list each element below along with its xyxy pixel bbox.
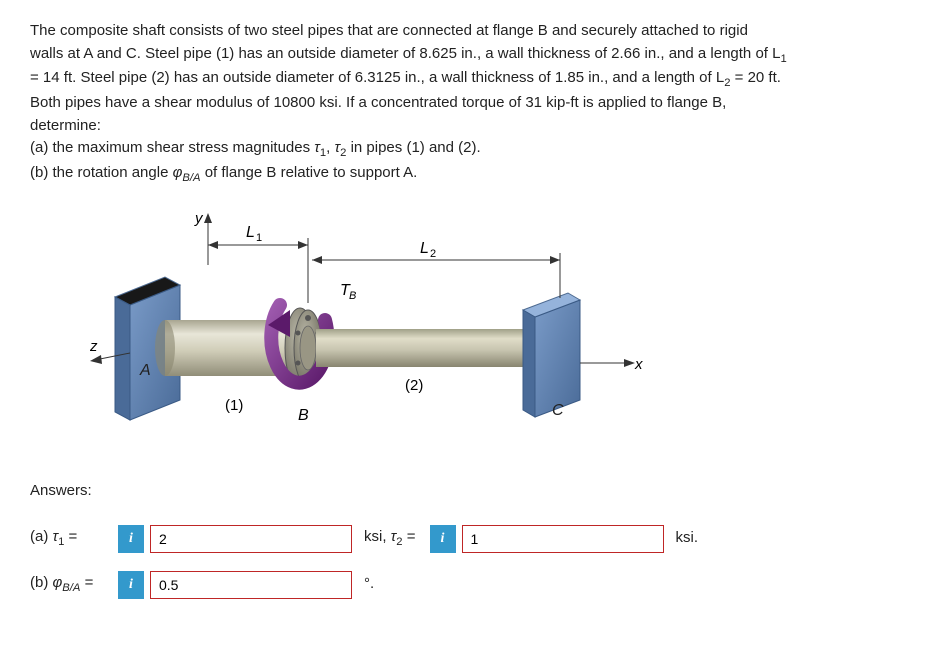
unit-mid: ksi, τ2 =	[364, 526, 416, 551]
answer-a-label: (a) τ1 =	[30, 526, 112, 551]
unit-mid-pre: ksi,	[364, 528, 391, 545]
problem-line-6-pre: (a) the maximum shear stress magnitudes	[30, 139, 314, 156]
phi-input[interactable]	[150, 571, 352, 599]
comma: ,	[326, 139, 334, 156]
phi-sub: B/A	[182, 172, 200, 184]
unit-end: ksi.	[676, 527, 699, 550]
axis-y-label: y	[194, 210, 204, 227]
problem-line-7-pre: (b) the rotation angle	[30, 164, 173, 181]
answers-heading: Answers:	[30, 480, 898, 503]
wall-c	[523, 293, 580, 417]
answer-b-sub: B/A	[62, 582, 80, 594]
answer-b-pre: (b)	[30, 574, 53, 591]
tau1-input[interactable]	[150, 525, 352, 553]
problem-line-7: (b) the rotation angle φB/A of flange B …	[30, 162, 898, 187]
problem-line-2-text: walls at A and C. Steel pipe (1) has an …	[30, 45, 780, 62]
dim-L2: L	[420, 240, 429, 257]
dim-L2-sub: 2	[430, 248, 436, 260]
info-icon[interactable]: i	[118, 525, 144, 553]
problem-statement: The composite shaft consists of two stee…	[30, 20, 898, 187]
answer-b-phi: φ	[53, 574, 63, 591]
problem-line-6: (a) the maximum shear stress magnitudes …	[30, 137, 898, 162]
label-A: A	[139, 362, 151, 379]
label-C: C	[552, 402, 564, 419]
problem-line-3: = 14 ft. Steel pipe (2) has an outside d…	[30, 67, 898, 92]
problem-line-1: The composite shaft consists of two stee…	[30, 20, 898, 43]
axis-x-label: x	[634, 356, 643, 373]
label-TB-sub: B	[349, 290, 356, 302]
problem-line-6-post: in pipes (1) and (2).	[346, 139, 480, 156]
answer-b-label: (b) φB/A =	[30, 572, 112, 597]
unit-mid-eq: =	[403, 528, 416, 545]
answer-row-b: (b) φB/A = i °.	[30, 571, 898, 599]
info-icon[interactable]: i	[118, 571, 144, 599]
label-B: B	[298, 407, 309, 424]
problem-line-5: determine:	[30, 115, 898, 138]
unit-deg: °.	[364, 573, 374, 596]
dim-L1-sub: 1	[256, 232, 262, 244]
problem-line-3-text: = 14 ft. Steel pipe (2) has an outside d…	[30, 69, 724, 86]
phi: φ	[173, 164, 183, 181]
problem-line-3-post: = 20 ft.	[730, 69, 780, 86]
pipe-2	[316, 329, 553, 367]
dim-L1: L	[246, 224, 255, 241]
axis-z-label: z	[90, 338, 98, 355]
problem-line-7-post: of flange B relative to support A.	[201, 164, 418, 181]
answer-row-a: (a) τ1 = i ksi, τ2 = i ksi.	[30, 525, 898, 553]
label-pipe2: (2)	[405, 377, 423, 394]
label-pipe1: (1)	[225, 397, 243, 414]
sub-L1: 1	[780, 53, 786, 65]
shaft-diagram: y z x L 1 L 2 T B A (1) B (2) C	[90, 205, 650, 450]
problem-line-2: walls at A and C. Steel pipe (1) has an …	[30, 43, 898, 68]
problem-line-4: Both pipes have a shear modulus of 10800…	[30, 92, 898, 115]
answer-a-eq: =	[64, 528, 77, 545]
tau2-input[interactable]	[462, 525, 664, 553]
info-icon[interactable]: i	[430, 525, 456, 553]
answer-b-eq: =	[80, 574, 93, 591]
answer-a-pre: (a)	[30, 528, 53, 545]
